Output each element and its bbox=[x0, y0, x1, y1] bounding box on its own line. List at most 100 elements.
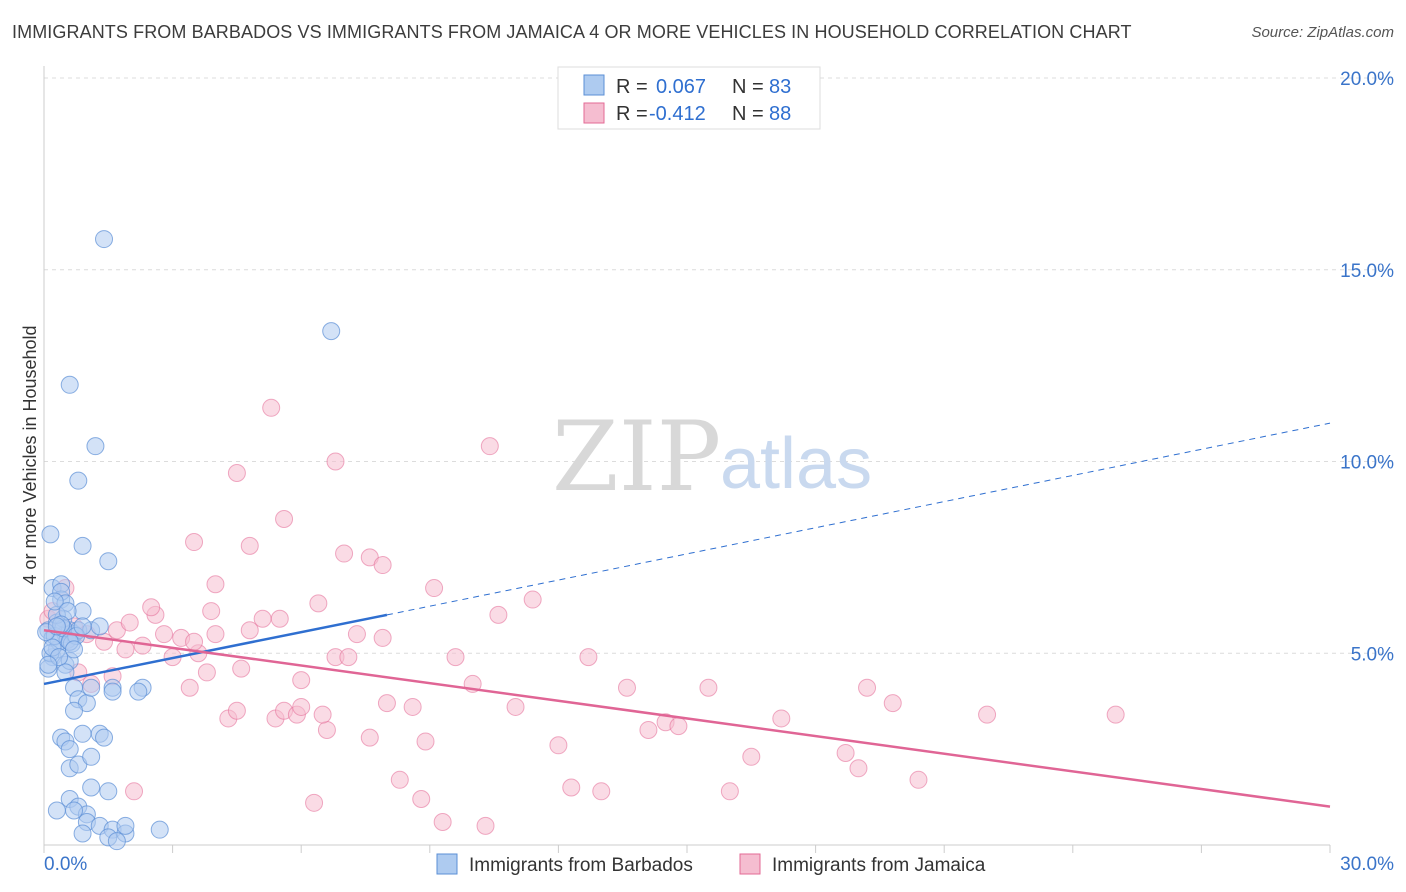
jamaica-point bbox=[202, 602, 221, 621]
jamaica-point bbox=[309, 594, 328, 613]
barbados-point bbox=[73, 536, 92, 555]
jamaica-point bbox=[373, 628, 392, 647]
jamaica-point bbox=[305, 793, 324, 812]
jamaica-point bbox=[185, 533, 204, 552]
barbados-point bbox=[107, 832, 126, 851]
jamaica-point bbox=[433, 812, 452, 831]
watermark-atlas: atlas bbox=[720, 424, 872, 504]
legend-n-label-1: N = bbox=[732, 76, 764, 98]
jamaica-point bbox=[206, 625, 225, 644]
barbados-point bbox=[129, 682, 148, 701]
barbados-point bbox=[150, 820, 169, 839]
jamaica-point bbox=[240, 536, 259, 555]
barbados-point bbox=[90, 617, 109, 636]
barbados-point bbox=[41, 525, 60, 544]
jamaica-point bbox=[253, 609, 272, 628]
jamaica-point bbox=[125, 782, 144, 801]
jamaica-point bbox=[185, 632, 204, 651]
y-axis-label: 4 or more Vehicles in Household bbox=[20, 325, 40, 584]
jamaica-point bbox=[390, 770, 409, 789]
barbados-point bbox=[99, 782, 118, 801]
jamaica-point bbox=[909, 770, 928, 789]
jamaica-point bbox=[232, 659, 251, 678]
jamaica-point bbox=[849, 759, 868, 778]
jamaica-point bbox=[317, 720, 336, 739]
jamaica-point bbox=[270, 609, 289, 628]
y-tick-label: 20.0% bbox=[1340, 69, 1394, 90]
correlation-legend: R = 0.067 N = 83 R = -0.412 N = 88 bbox=[557, 66, 821, 130]
watermark-zip: ZIP bbox=[552, 401, 721, 513]
barbados-point bbox=[82, 678, 101, 697]
barbados-point bbox=[60, 375, 79, 394]
barbados-point bbox=[73, 617, 92, 636]
legend-n-value-barbados: 83 bbox=[769, 76, 791, 98]
series-legend: Immigrants from Barbados Immigrants from… bbox=[436, 853, 986, 876]
jamaica-point bbox=[978, 705, 997, 724]
jamaica-point bbox=[347, 625, 366, 644]
jamaica-point bbox=[836, 743, 855, 762]
bottom-legend-swatch-barbados bbox=[436, 853, 458, 875]
barbados-point bbox=[65, 801, 84, 820]
bottom-legend-barbados: Immigrants from Barbados bbox=[469, 855, 693, 876]
jamaica-point bbox=[403, 697, 422, 716]
barbados-point bbox=[47, 801, 66, 820]
jamaica-point bbox=[858, 678, 877, 697]
jamaica-point bbox=[227, 464, 246, 483]
barbados-point bbox=[322, 322, 341, 341]
jamaica-point bbox=[360, 728, 379, 747]
x-tick-min: 0.0% bbox=[44, 854, 87, 875]
legend-n-label-2: N = bbox=[732, 103, 764, 125]
legend-swatch-jamaica bbox=[583, 102, 605, 124]
bottom-legend-jamaica: Immigrants from Jamaica bbox=[772, 855, 986, 876]
jamaica-point bbox=[772, 709, 791, 728]
jamaica-point bbox=[425, 579, 444, 598]
y-tick-labels: 5.0% 10.0% 15.0% 20.0% bbox=[1340, 69, 1394, 665]
jamaica-point bbox=[142, 598, 161, 617]
jamaica-point bbox=[489, 605, 508, 624]
chart-title: IMMIGRANTS FROM BARBADOS VS IMMIGRANTS F… bbox=[12, 22, 1132, 42]
y-tick-label: 5.0% bbox=[1351, 644, 1394, 665]
source-label: Source: ZipAtlas.com bbox=[1251, 24, 1394, 41]
jamaica-point bbox=[155, 625, 174, 644]
jamaica-point bbox=[446, 648, 465, 667]
jamaica-point bbox=[883, 694, 902, 713]
jamaica-point bbox=[197, 663, 216, 682]
jamaica-point bbox=[617, 678, 636, 697]
bottom-legend-swatch-jamaica bbox=[739, 853, 761, 875]
barbados-point bbox=[45, 592, 64, 611]
jamaica-trend-line bbox=[43, 629, 1331, 808]
jamaica-point bbox=[669, 717, 688, 736]
jamaica-point bbox=[262, 398, 281, 417]
jamaica-point bbox=[506, 697, 525, 716]
barbados-point bbox=[95, 230, 114, 249]
jamaica-point bbox=[206, 575, 225, 594]
gridlines bbox=[44, 77, 1392, 654]
barbados-point bbox=[73, 602, 92, 621]
legend-r-value-jamaica: -0.412 bbox=[649, 103, 706, 125]
barbados-point bbox=[73, 724, 92, 743]
jamaica-point bbox=[720, 782, 739, 801]
barbados-point bbox=[86, 437, 105, 456]
barbados-point bbox=[99, 552, 118, 571]
barbados-point bbox=[103, 682, 122, 701]
barbados-point bbox=[116, 816, 135, 835]
jamaica-point bbox=[1106, 705, 1125, 724]
jamaica-point bbox=[699, 678, 718, 697]
barbados-point bbox=[82, 747, 101, 766]
jamaica-point bbox=[416, 732, 435, 751]
jamaica-point bbox=[240, 621, 259, 640]
jamaica-point bbox=[476, 816, 495, 835]
jamaica-points bbox=[39, 398, 1125, 835]
jamaica-point bbox=[326, 452, 345, 471]
jamaica-point bbox=[592, 782, 611, 801]
barbados-points bbox=[37, 230, 341, 851]
barbados-point bbox=[69, 471, 88, 490]
jamaica-point bbox=[339, 648, 358, 667]
jamaica-point bbox=[120, 613, 139, 632]
x-tick-max: 30.0% bbox=[1340, 854, 1394, 875]
jamaica-point bbox=[579, 648, 598, 667]
barbados-point bbox=[60, 740, 79, 759]
y-tick-label: 10.0% bbox=[1340, 453, 1394, 474]
jamaica-point bbox=[562, 778, 581, 797]
